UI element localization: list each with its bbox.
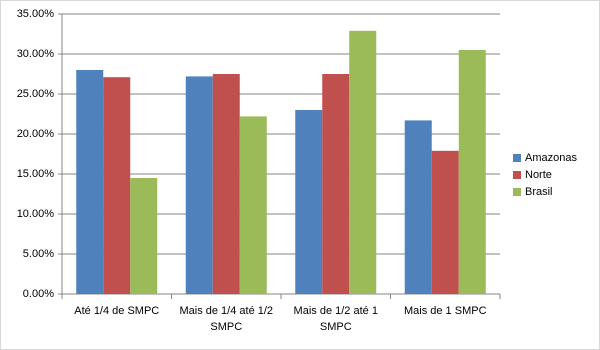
- bar: [295, 110, 323, 294]
- legend-swatch: [513, 154, 521, 162]
- legend-swatch: [513, 171, 521, 179]
- bar: [404, 120, 432, 295]
- x-tick-label: Mais de 1 SMPC: [403, 305, 487, 317]
- x-tick-label: Mais de 1/4 até 1/2 SMPC: [179, 305, 274, 333]
- y-tick-label: 20.00%: [17, 128, 55, 140]
- y-tick-label: 30.00%: [17, 48, 55, 60]
- y-tick-label: 15.00%: [17, 168, 55, 180]
- bar: [185, 76, 213, 295]
- legend-label: Norte: [525, 169, 552, 181]
- bar: [431, 150, 459, 294]
- y-tick-label: 10.00%: [17, 208, 55, 220]
- legend-swatch: [513, 188, 521, 196]
- bar: [76, 70, 104, 294]
- bar: [239, 116, 267, 295]
- y-tick-label: 5.00%: [23, 248, 54, 260]
- bar: [130, 178, 158, 294]
- bar: [349, 30, 377, 295]
- x-tick-label: Até 1/4 de SMPC: [74, 305, 160, 317]
- legend-label: Amazonas: [525, 152, 577, 164]
- x-tick-label: Mais de 1/2 até 1 SMPC: [293, 305, 378, 333]
- y-tick-label: 35.00%: [17, 8, 55, 20]
- y-tick-label: 0.00%: [23, 288, 54, 300]
- bar: [458, 50, 486, 294]
- y-tick-label: 25.00%: [17, 88, 55, 100]
- bar: [212, 74, 240, 294]
- bar: [322, 74, 350, 294]
- legend-label: Brasil: [525, 186, 553, 198]
- bar: [103, 77, 131, 294]
